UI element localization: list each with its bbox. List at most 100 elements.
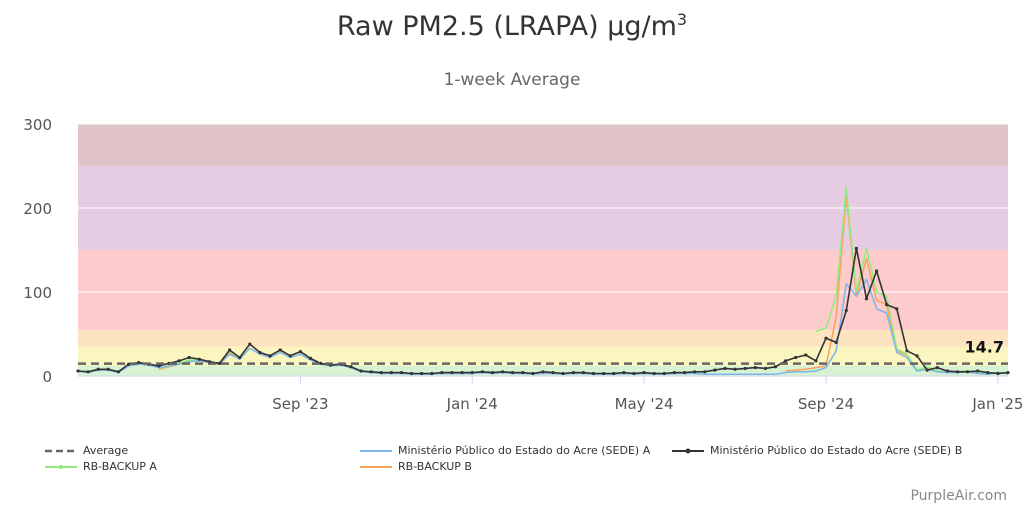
x-tick-label: May '24 — [615, 395, 674, 413]
series-point-sede-b — [915, 354, 919, 358]
series-point-sede-b — [450, 371, 454, 375]
series-point-sede-b — [571, 371, 575, 375]
legend-item-rb-backup-a[interactable]: RB-BACKUP A — [45, 460, 157, 473]
legend-sede-b-label: Ministério Público do Estado do Acre (SE… — [710, 444, 963, 457]
x-tick-label: Jan '25 — [971, 395, 1023, 413]
legend-item-sede-a[interactable]: Ministério Público do Estado do Acre (SE… — [360, 444, 650, 457]
series-point-sede-b — [379, 371, 383, 375]
series-point-sede-b — [258, 350, 262, 355]
series-point-sede-b — [713, 368, 717, 372]
aqi-band-3 — [78, 250, 1008, 330]
series-point-sede-b — [834, 340, 838, 344]
series-point-sede-b — [864, 297, 869, 301]
legend-item-sede-b[interactable]: Ministério Público do Estado do Acre (SE… — [672, 444, 962, 457]
series-point-sede-b — [541, 370, 545, 374]
series-point-sede-b — [399, 371, 404, 375]
series-point-sede-b — [76, 369, 80, 373]
series-point-sede-b — [490, 371, 495, 375]
series-point-sede-b — [622, 371, 626, 375]
series-point-sede-b — [612, 371, 616, 376]
series-line-sede_a — [77, 278, 1009, 376]
aqi-band-1 — [78, 346, 1008, 366]
series-point-sede-b — [955, 370, 960, 374]
series-point-sede-b — [632, 371, 636, 376]
series-point-sede-b — [409, 371, 414, 376]
series-point-sede-b — [703, 370, 707, 374]
series-point-sede-b — [773, 365, 778, 369]
series-point-sede-b — [480, 370, 484, 374]
series-point-sede-b — [238, 355, 242, 360]
series-point-sede-b — [126, 362, 131, 366]
chart-title-text: Raw PM2.5 (LRAPA) µg/m — [336, 11, 677, 42]
series-point-sede-b — [844, 308, 848, 313]
y-tick-label: 300 — [23, 116, 52, 134]
series-point-sede-b — [521, 371, 525, 375]
series-point-sede-b — [905, 349, 909, 353]
series-point-sede-b — [420, 371, 424, 376]
series-point-sede-b — [1006, 371, 1010, 375]
series-point-sede-b — [389, 371, 393, 375]
series-point-sede-b — [763, 366, 767, 371]
series-point-sede-b — [804, 353, 808, 357]
legend-rb-a-label: RB-BACKUP A — [83, 460, 157, 473]
series-point-sede-b — [693, 370, 697, 374]
series-point-sede-b — [733, 367, 737, 371]
series-point-sede-b — [500, 370, 505, 374]
series-point-sede-b — [177, 359, 181, 363]
legend-rb-b-label: RB-BACKUP B — [398, 460, 472, 473]
series-point-sede-b — [945, 369, 949, 373]
legend-sede-a-label: Ministério Público do Estado do Acre (SE… — [398, 444, 651, 457]
series-point-sede-b — [470, 371, 474, 375]
series-point-sede-b — [602, 371, 606, 376]
series-point-sede-b — [157, 364, 161, 368]
series-point-sede-b — [925, 368, 929, 372]
series-point-sede-b — [460, 371, 464, 375]
series-point-sede-b — [228, 348, 232, 352]
y-tick-label: 0 — [42, 368, 52, 386]
y-tick-label: 200 — [23, 200, 52, 218]
credits-link[interactable]: PurpleAir.com — [910, 488, 1007, 504]
legend-sede-b-swatch — [672, 448, 704, 453]
series-point-sede-b — [672, 371, 677, 375]
series-point-sede-b — [743, 366, 747, 371]
series-point-sede-b — [935, 366, 939, 370]
series-point-sede-b — [976, 369, 980, 373]
series-point-sede-b — [753, 366, 757, 370]
series-point-sede-b — [511, 371, 515, 375]
series-point-sede-b — [349, 365, 353, 369]
series-point-sede-b — [86, 370, 90, 374]
series-point-sede-b — [116, 370, 121, 374]
legend-item-rb-backup-b[interactable]: RB-BACKUP B — [360, 460, 472, 473]
series-point-sede-b — [278, 348, 282, 352]
series-point-sede-b — [440, 371, 444, 375]
series-point-sede-b — [784, 359, 788, 363]
series-point-sede-b — [96, 367, 100, 371]
series-point-sede-b — [794, 355, 798, 360]
series-point-sede-b — [996, 371, 1000, 376]
chart-title: Raw PM2.5 (LRAPA) µg/m3 — [0, 10, 1024, 42]
series-point-sede-b — [561, 371, 565, 376]
x-tick-label: Sep '24 — [798, 395, 854, 413]
series-point-sede-b — [288, 354, 292, 358]
aqi-band-5 — [78, 124, 1008, 166]
series-point-sede-b — [551, 371, 555, 375]
series-point-sede-b — [359, 369, 363, 373]
aqi-band-2 — [78, 329, 1008, 347]
legend-item-average[interactable]: Average — [45, 444, 128, 457]
series-point-sede-b — [723, 366, 727, 371]
series-point-sede-b — [591, 371, 596, 376]
series-point-sede-b — [965, 370, 970, 374]
series-point-sede-b — [248, 342, 252, 346]
series-point-sede-b — [874, 269, 879, 273]
series-point-sede-b — [854, 246, 858, 250]
legend-rb-b-swatch — [360, 465, 392, 468]
series-point-sede-b — [187, 355, 191, 360]
chart-subtitle: 1-week Average — [443, 70, 581, 90]
series-point-sede-b — [308, 356, 313, 360]
y-tick-label: 100 — [23, 284, 52, 302]
series-point-sede-b — [217, 361, 222, 365]
series-point-sede-b — [824, 336, 828, 340]
series-point-sede-b — [662, 371, 666, 376]
legend-average-swatch — [45, 449, 77, 452]
